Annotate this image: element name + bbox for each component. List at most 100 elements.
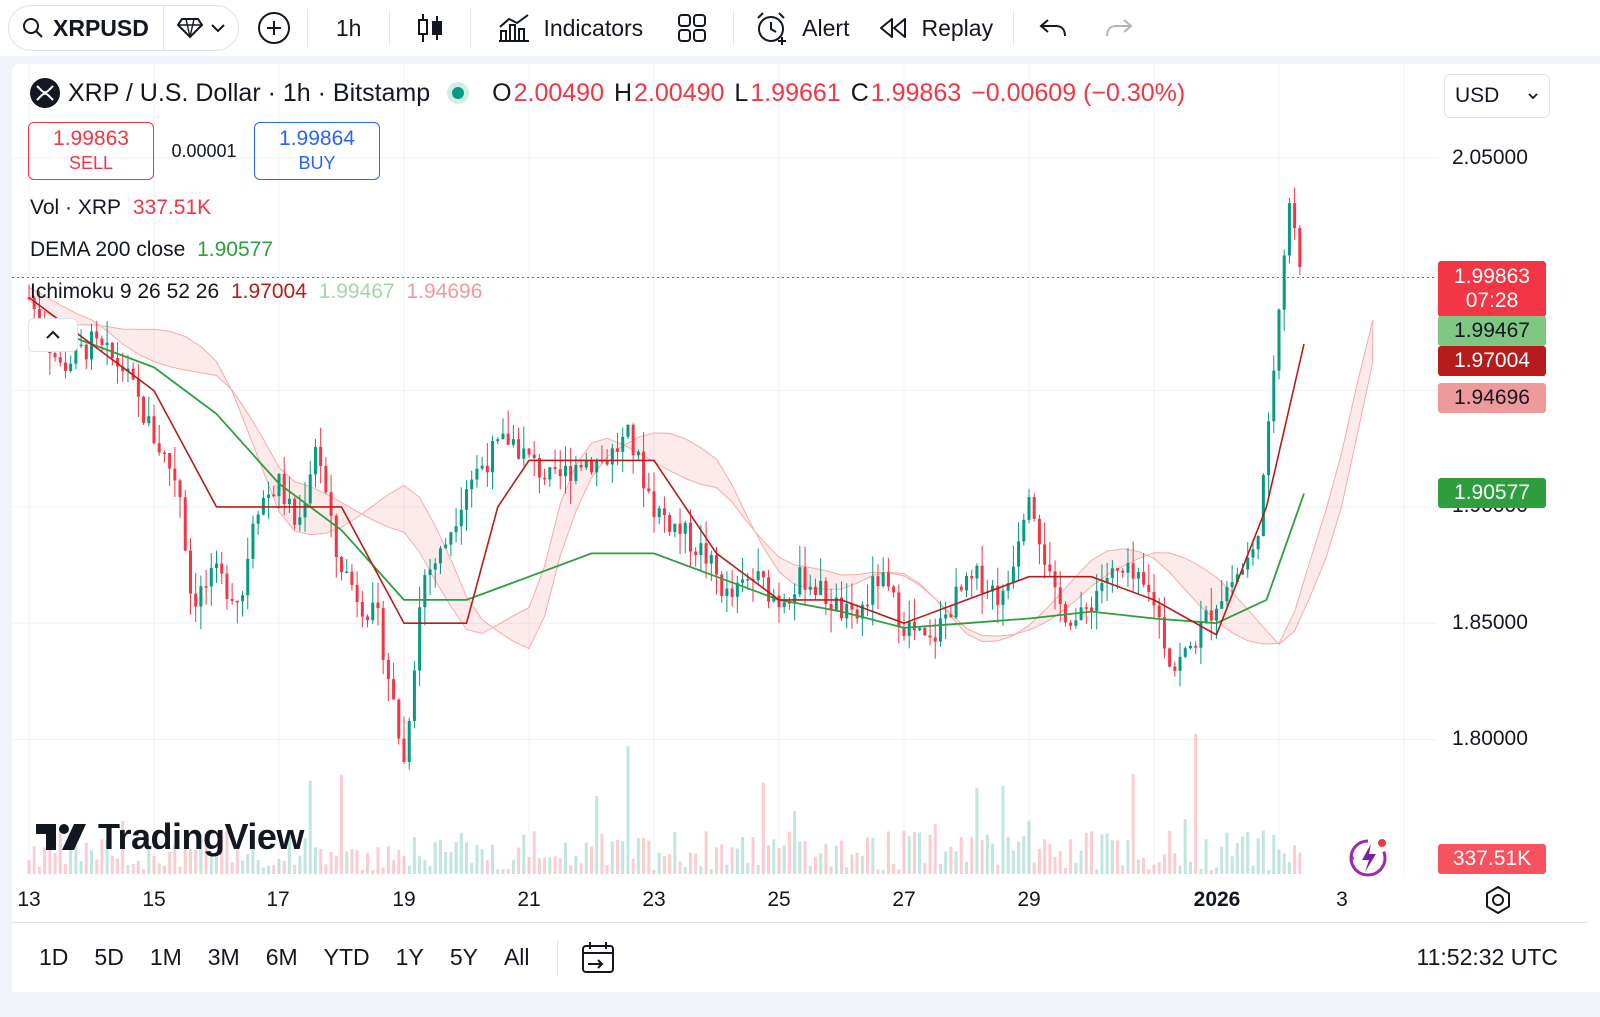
date-range-icon[interactable] bbox=[580, 940, 616, 976]
candle-body bbox=[162, 452, 166, 455]
utc-clock[interactable]: 11:52:32 UTC bbox=[1416, 944, 1558, 970]
volume-bar bbox=[407, 865, 411, 874]
volume-indicator-legend[interactable]: Vol · XRP 337.51K bbox=[30, 196, 217, 220]
range-1m-button[interactable]: 1M bbox=[149, 944, 182, 970]
volume-bar bbox=[1261, 830, 1265, 874]
volume-bar bbox=[1069, 839, 1073, 874]
volume-bar bbox=[1142, 857, 1146, 874]
ichimoku-base-line bbox=[28, 296, 1305, 636]
candle-body bbox=[32, 297, 36, 310]
replay-button[interactable]: Replay bbox=[863, 6, 1007, 50]
symbol-type-dropdown[interactable] bbox=[164, 6, 238, 50]
volume-bar bbox=[621, 840, 625, 874]
volume-bar bbox=[636, 838, 640, 874]
open-value: 2.00490 bbox=[513, 78, 604, 107]
candle-body bbox=[199, 586, 203, 607]
y-axis-label: 1.85000 bbox=[1452, 611, 1528, 634]
ichimoku-indicator-legend[interactable]: Ichimoku 9 26 52 26 1.97004 1.99467 1.94… bbox=[30, 280, 488, 304]
price-chart[interactable] bbox=[12, 64, 1600, 922]
range-all-button[interactable]: All bbox=[503, 944, 530, 970]
volume-bar bbox=[126, 864, 130, 874]
compare-symbol-button[interactable] bbox=[247, 6, 301, 50]
chart-pane[interactable]: XRP / U.S. Dollar · 1h · Bitstamp O 2.004… bbox=[12, 64, 1600, 992]
volume-bar bbox=[793, 811, 797, 874]
volume-bar bbox=[116, 858, 120, 874]
volume-bar bbox=[605, 865, 609, 874]
volume-bar bbox=[1126, 840, 1130, 874]
layouts-button[interactable] bbox=[657, 6, 727, 50]
candle-body bbox=[277, 473, 281, 497]
buy-button[interactable]: 1.99864 BUY bbox=[254, 122, 380, 180]
alert-button[interactable]: Alert bbox=[740, 6, 863, 50]
volume-bar bbox=[563, 842, 567, 874]
candle-body bbox=[595, 460, 599, 473]
high-value: 2.00490 bbox=[634, 78, 725, 107]
range-6m-button[interactable]: 6M bbox=[265, 944, 298, 970]
candle-body bbox=[626, 424, 630, 437]
candle-body bbox=[1116, 568, 1120, 571]
candle-body bbox=[730, 588, 734, 597]
range-1y-button[interactable]: 1Y bbox=[395, 944, 424, 970]
dema-indicator-legend[interactable]: DEMA 200 close 1.90577 bbox=[30, 238, 279, 262]
volume-bar bbox=[517, 847, 521, 874]
toolbar-separator bbox=[389, 10, 391, 46]
candle-body bbox=[136, 379, 140, 397]
candle-body bbox=[215, 563, 218, 568]
range-5d-button[interactable]: 5D bbox=[94, 944, 124, 970]
redo-button[interactable] bbox=[1086, 6, 1152, 50]
chart-type-button[interactable] bbox=[396, 6, 464, 50]
chevron-down-icon bbox=[1528, 93, 1538, 100]
candle-body bbox=[1272, 370, 1276, 422]
collapse-legend-button[interactable] bbox=[28, 318, 78, 352]
symbol-title[interactable]: XRP / U.S. Dollar · 1h · Bitstamp bbox=[68, 78, 431, 107]
range-3m-button[interactable]: 3M bbox=[207, 944, 240, 970]
candle-body bbox=[569, 465, 573, 481]
candle-body bbox=[376, 602, 380, 609]
y-axis-label: 2.05000 bbox=[1452, 146, 1528, 169]
volume-bar bbox=[1251, 865, 1255, 874]
candle-body bbox=[360, 602, 364, 617]
volume-bar bbox=[37, 866, 41, 874]
candle-body bbox=[1110, 568, 1114, 578]
candle-body bbox=[131, 368, 135, 380]
volume-bar bbox=[678, 861, 682, 874]
candle-body bbox=[584, 460, 588, 468]
candle-body bbox=[308, 474, 312, 504]
volume-bar bbox=[63, 863, 67, 874]
volume-bar bbox=[340, 774, 343, 874]
candle-body bbox=[1027, 497, 1031, 520]
volume-bar bbox=[470, 863, 474, 874]
toolbar-separator bbox=[733, 10, 735, 46]
ai-assistant-icon[interactable] bbox=[1342, 834, 1392, 878]
candle-body bbox=[1251, 549, 1255, 558]
volume-bar bbox=[188, 848, 192, 874]
volume-bar bbox=[230, 861, 234, 874]
candle-body bbox=[1220, 601, 1224, 609]
volume-bar bbox=[683, 867, 687, 874]
candle-body bbox=[407, 721, 411, 762]
interval-button[interactable]: 1h bbox=[335, 14, 362, 41]
candle-body bbox=[522, 448, 526, 459]
candle-body bbox=[725, 588, 729, 596]
candle-body bbox=[475, 468, 479, 480]
symbol-search-button[interactable]: XRPUSD bbox=[9, 6, 164, 50]
candle-body bbox=[616, 448, 620, 452]
range-1d-button[interactable]: 1D bbox=[39, 944, 69, 970]
candle-body bbox=[355, 584, 359, 603]
candle-body bbox=[423, 575, 427, 608]
volume-bar bbox=[131, 863, 135, 874]
candle-body bbox=[683, 522, 687, 534]
range-5y-button[interactable]: 5Y bbox=[449, 944, 478, 970]
gear-icon[interactable] bbox=[1482, 884, 1514, 916]
volume-bar bbox=[350, 849, 354, 874]
volume-bar bbox=[527, 856, 531, 874]
undo-button[interactable] bbox=[1020, 6, 1086, 50]
candle-body bbox=[345, 571, 349, 574]
candle-body bbox=[459, 509, 463, 527]
currency-select[interactable]: USD bbox=[1444, 74, 1550, 118]
sell-button[interactable]: 1.99863 SELL bbox=[28, 122, 154, 180]
dema-value: 1.90577 bbox=[197, 238, 274, 261]
range-ytd-button[interactable]: YTD bbox=[323, 944, 370, 970]
volume-bar bbox=[79, 861, 83, 874]
indicators-button[interactable]: Indicators bbox=[477, 6, 657, 50]
